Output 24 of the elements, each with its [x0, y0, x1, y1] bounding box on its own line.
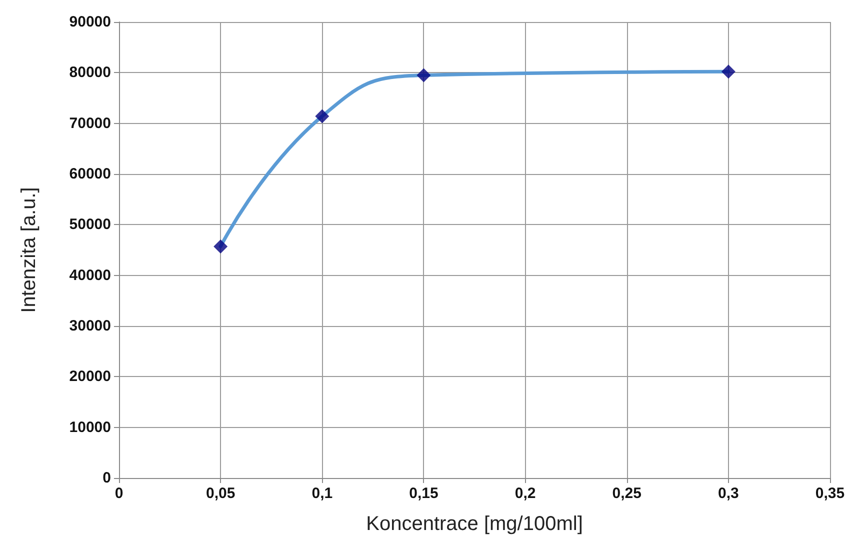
y-tick-label: 40000	[69, 266, 111, 284]
y-tick-label: 60000	[69, 166, 111, 182]
y-tick-label: 10000	[69, 418, 111, 436]
point	[416, 68, 431, 82]
y-tick-label: 70000	[69, 114, 111, 132]
x-tick-label: 0,35	[815, 485, 845, 502]
x-tick-label: 0,25	[612, 485, 642, 502]
y-tick-label: 30000	[69, 318, 111, 334]
y-tick-label: 90000	[69, 14, 111, 30]
point	[315, 109, 330, 124]
point	[214, 239, 228, 254]
x-tick-label: 0,1	[312, 485, 333, 502]
x-tick-label: 0,2	[514, 485, 536, 502]
y-tick-label: 80000	[69, 64, 111, 82]
y-tick-label: 0	[102, 470, 111, 486]
y-axis-title: Intenzita [a.u.]	[18, 187, 40, 313]
x-tick-label: 0,05	[206, 485, 236, 502]
y-tick-label: 50000	[69, 216, 111, 234]
x-tick-label: 0	[114, 485, 124, 502]
x-tick-label: 0,15	[409, 485, 438, 502]
x-axis-title: Koncentrace [mg/100ml]	[366, 513, 583, 535]
x-tick-label: 0,3	[718, 485, 739, 502]
point	[721, 64, 736, 79]
y-tick-label: 20000	[69, 368, 111, 386]
